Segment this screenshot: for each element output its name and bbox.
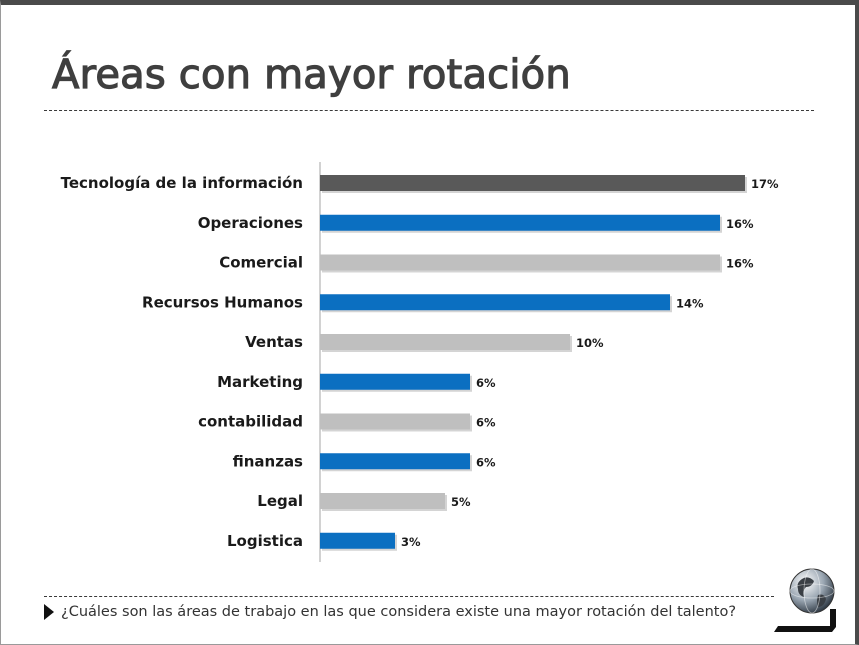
value-label: 3%: [401, 535, 421, 549]
bar: [320, 175, 745, 191]
bar: [320, 532, 395, 549]
arrow-right-icon: [44, 604, 54, 620]
value-label: 14%: [676, 296, 704, 310]
value-label: 16%: [726, 217, 754, 231]
footer-divider: [44, 596, 774, 597]
category-label: finanzas: [233, 452, 303, 470]
category-label: Operaciones: [198, 214, 303, 232]
title-divider: [44, 110, 814, 111]
bar: [320, 413, 470, 430]
slide-title: Áreas con mayor rotación: [51, 51, 571, 98]
footer-question: ¿Cuáles son las áreas de trabajo en las …: [44, 604, 736, 620]
category-label: Logistica: [227, 532, 303, 550]
globe-logo-icon: [774, 568, 836, 632]
value-label: 6%: [476, 416, 496, 430]
category-label: Ventas: [245, 333, 303, 351]
bar: [320, 453, 470, 470]
bar: [320, 214, 720, 231]
value-label: 5%: [451, 495, 471, 509]
value-label: 16%: [726, 257, 754, 271]
value-label: 6%: [476, 376, 496, 390]
bar: [320, 493, 445, 509]
footer-question-text: ¿Cuáles son las áreas de trabajo en las …: [61, 604, 737, 620]
category-label: contabilidad: [198, 413, 303, 431]
value-label: 10%: [576, 336, 604, 350]
value-label: 17%: [751, 177, 779, 191]
category-label: Legal: [257, 492, 303, 510]
bar: [320, 334, 570, 350]
category-label: Comercial: [219, 254, 303, 272]
category-label: Recursos Humanos: [142, 293, 303, 311]
category-label: Marketing: [217, 373, 303, 391]
bar: [320, 373, 470, 390]
bar: [320, 254, 720, 271]
value-label: 6%: [476, 455, 496, 469]
category-label: Tecnología de la información: [61, 174, 303, 192]
bar: [320, 294, 670, 311]
